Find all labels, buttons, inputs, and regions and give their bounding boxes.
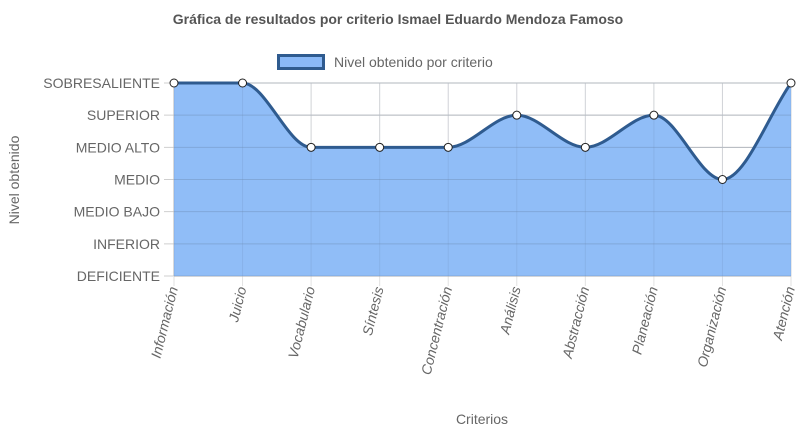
series-area-fill: [174, 83, 791, 276]
legend-swatch: [277, 54, 325, 70]
x-tick-label: Información: [148, 285, 181, 360]
legend-label: Nivel obtenido por criterio: [334, 54, 493, 70]
x-tick-label: Juicio: [225, 285, 249, 325]
x-tick-label: Abstracción: [559, 285, 593, 361]
data-point: [580, 142, 590, 152]
x-tick-label: Vocabulario: [285, 285, 318, 360]
y-tick-label: SUPERIOR: [87, 107, 160, 123]
x-tick-label: Organización: [694, 285, 730, 369]
y-axis-label: Nivel obtenido: [6, 135, 22, 225]
x-tick-label: Atención: [769, 285, 796, 343]
x-tick-label: Análisis: [496, 285, 523, 337]
legend[interactable]: Nivel obtenido por criterio: [277, 52, 493, 72]
data-point: [717, 175, 727, 184]
data-point: [306, 142, 316, 152]
data-point: [443, 142, 453, 152]
y-tick-label: MEDIO BAJO: [74, 204, 160, 220]
data-point: [512, 110, 522, 120]
x-tick-label: Planeación: [629, 285, 661, 356]
y-tick-label: MEDIO ALTO: [76, 139, 160, 155]
data-point: [169, 78, 179, 88]
x-tick-label: Síntesis: [359, 285, 387, 337]
y-tick-label: MEDIO: [114, 172, 160, 188]
y-tick-label: DEFICIENTE: [77, 268, 160, 284]
y-tick-label: INFERIOR: [93, 236, 160, 252]
data-point: [375, 142, 385, 152]
x-tick-label: Concentración: [418, 285, 455, 377]
data-point: [238, 78, 248, 88]
data-point: [649, 110, 659, 120]
data-point: [786, 78, 796, 88]
chart-title: Gráfica de resultados por criterio Ismae…: [172, 11, 624, 27]
series-line: [174, 81, 793, 181]
x-axis-label: Criterios: [455, 411, 509, 427]
y-tick-label: SOBRESALIENTE: [43, 75, 160, 91]
